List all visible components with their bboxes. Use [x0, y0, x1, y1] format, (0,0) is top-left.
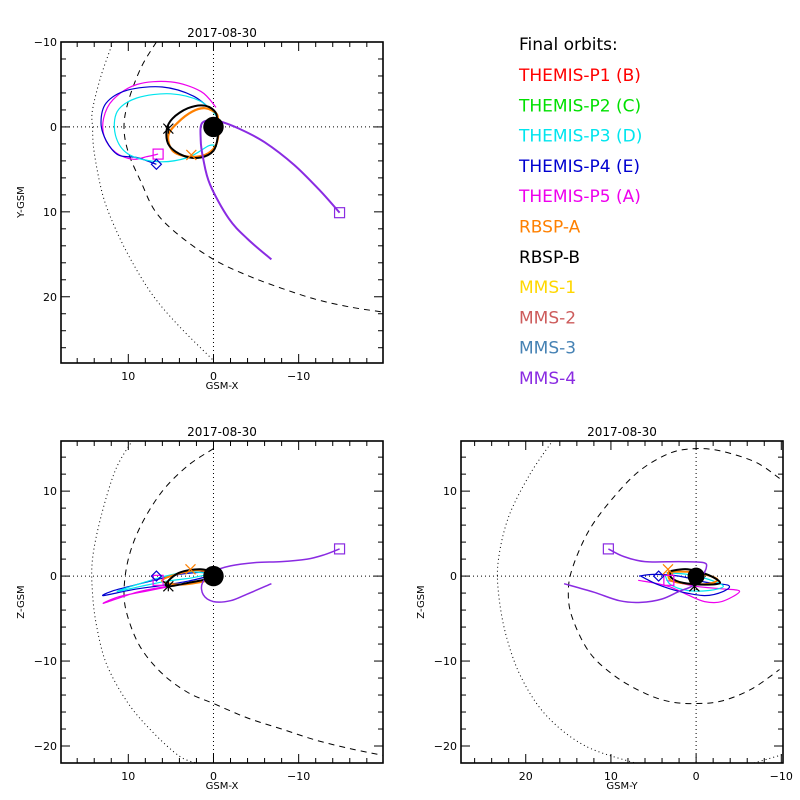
panel-xy-plane: 2017-08-30 GSM-X Y-GSM 10 0 −10 −10 0 10 20: [16, 26, 384, 392]
bow-shock-line: [753, 754, 783, 763]
square-marker: [152, 574, 164, 586]
y-tick-label: 10: [43, 206, 57, 219]
y-tick-label: 0: [50, 121, 57, 134]
orbit-line: [102, 80, 217, 160]
panel-yz-title: 2017-08-30: [587, 425, 657, 439]
cross-marker: [185, 149, 197, 161]
magnetopause-line: [123, 42, 383, 313]
square-marker: [602, 543, 614, 555]
legend-title: Final orbits:: [519, 35, 618, 55]
panel-xy-ylabel: Y-GSM: [16, 186, 27, 219]
x-tick-label: 10: [604, 770, 618, 783]
panel-xy-title: 2017-08-30: [187, 26, 257, 40]
panel-yz-plane: 2017-08-30 GSM-Y Z-GSM 20 10 0 −10 10 0 −10 −20: [416, 425, 793, 792]
y-tick-label: 10: [443, 485, 457, 498]
asterisk-marker: [162, 580, 174, 592]
square-marker: [663, 574, 675, 586]
legend-item: RBSP-B: [519, 248, 580, 268]
panel-xz-xlabel: GSM-X: [206, 781, 239, 792]
legend-item: RBSP-A: [519, 218, 581, 238]
earth-disk: [203, 565, 224, 587]
legend-item: THEMIS-P5 (A): [518, 187, 641, 207]
legend-item: MMS-1: [519, 278, 576, 298]
cross-marker: [185, 563, 196, 575]
x-tick-label: −10: [287, 370, 310, 383]
diamond-marker: [150, 158, 163, 171]
plot-area: [61, 42, 383, 363]
plot-frame: [60, 41, 384, 364]
panel-yz-ylabel: Z-GSM: [416, 585, 427, 618]
legend-item: THEMIS-P4 (E): [518, 157, 640, 177]
asterisk-marker: [688, 580, 700, 592]
legend-item: THEMIS-P1 (B): [518, 66, 641, 86]
bow-shock-line: [91, 441, 197, 763]
panel-yz-xlabel: GSM-Y: [606, 781, 638, 792]
y-tick-label: −10: [34, 36, 57, 49]
y-tick-label: 0: [50, 570, 57, 583]
x-tick-label: 20: [519, 770, 533, 783]
earth-disk: [687, 567, 705, 585]
bow-shock-line: [91, 42, 214, 361]
asterisk-marker: [162, 123, 174, 135]
panel-xy-xlabel: GSM-X: [206, 381, 239, 392]
diamond-marker: [150, 570, 163, 582]
legend-item: THEMIS-P3 (D): [518, 127, 642, 147]
x-tick-label: −10: [287, 770, 310, 783]
square-marker: [152, 148, 164, 160]
legend-item: THEMIS-P2 (C): [518, 96, 641, 116]
orbit-line: [669, 568, 721, 586]
y-tick-label: 10: [43, 485, 57, 498]
bow-shock-line: [496, 441, 635, 763]
orbit-line: [638, 579, 741, 604]
x-tick-label: 0: [210, 370, 217, 383]
square-marker: [333, 543, 346, 555]
y-tick-label: −10: [34, 655, 57, 668]
panel-xz-ylabel: Z-GSM: [16, 585, 27, 618]
square-marker: [333, 207, 346, 219]
x-tick-label: 0: [693, 770, 700, 783]
panel-xz-plane: 2017-08-30 GSM-X Z-GSM 10 0 −10 10 0 −10 −20: [16, 425, 384, 792]
orbit-line: [199, 119, 341, 261]
x-tick-label: 10: [121, 370, 135, 383]
plot-frame: [60, 440, 384, 764]
cross-marker: [662, 563, 674, 575]
plot-frame: [460, 440, 784, 764]
orbit-line: [100, 86, 217, 165]
x-tick-label: 0: [210, 770, 217, 783]
plot-area: [461, 441, 783, 763]
x-tick-label: −10: [770, 770, 793, 783]
y-tick-label: −20: [34, 740, 57, 753]
y-tick-label: 0: [450, 570, 457, 583]
legend: Final orbits: THEMIS-P1 (B) THEMIS-P2 (C)…: [518, 35, 642, 389]
diamond-marker: [652, 570, 665, 582]
magnetopause-line: [123, 448, 383, 756]
earth-disk: [203, 116, 224, 138]
y-tick-label: −10: [434, 655, 457, 668]
legend-item: MMS-3: [519, 339, 576, 359]
legend-item: MMS-2: [519, 308, 576, 328]
y-tick-label: −20: [434, 740, 457, 753]
x-tick-label: 10: [121, 770, 135, 783]
orbit-line: [113, 93, 220, 163]
legend-item: MMS-4: [519, 369, 576, 389]
orbit-line: [165, 104, 219, 159]
plot-area: [61, 441, 383, 763]
y-tick-label: 20: [43, 291, 57, 304]
panel-xz-title: 2017-08-30: [187, 425, 257, 439]
